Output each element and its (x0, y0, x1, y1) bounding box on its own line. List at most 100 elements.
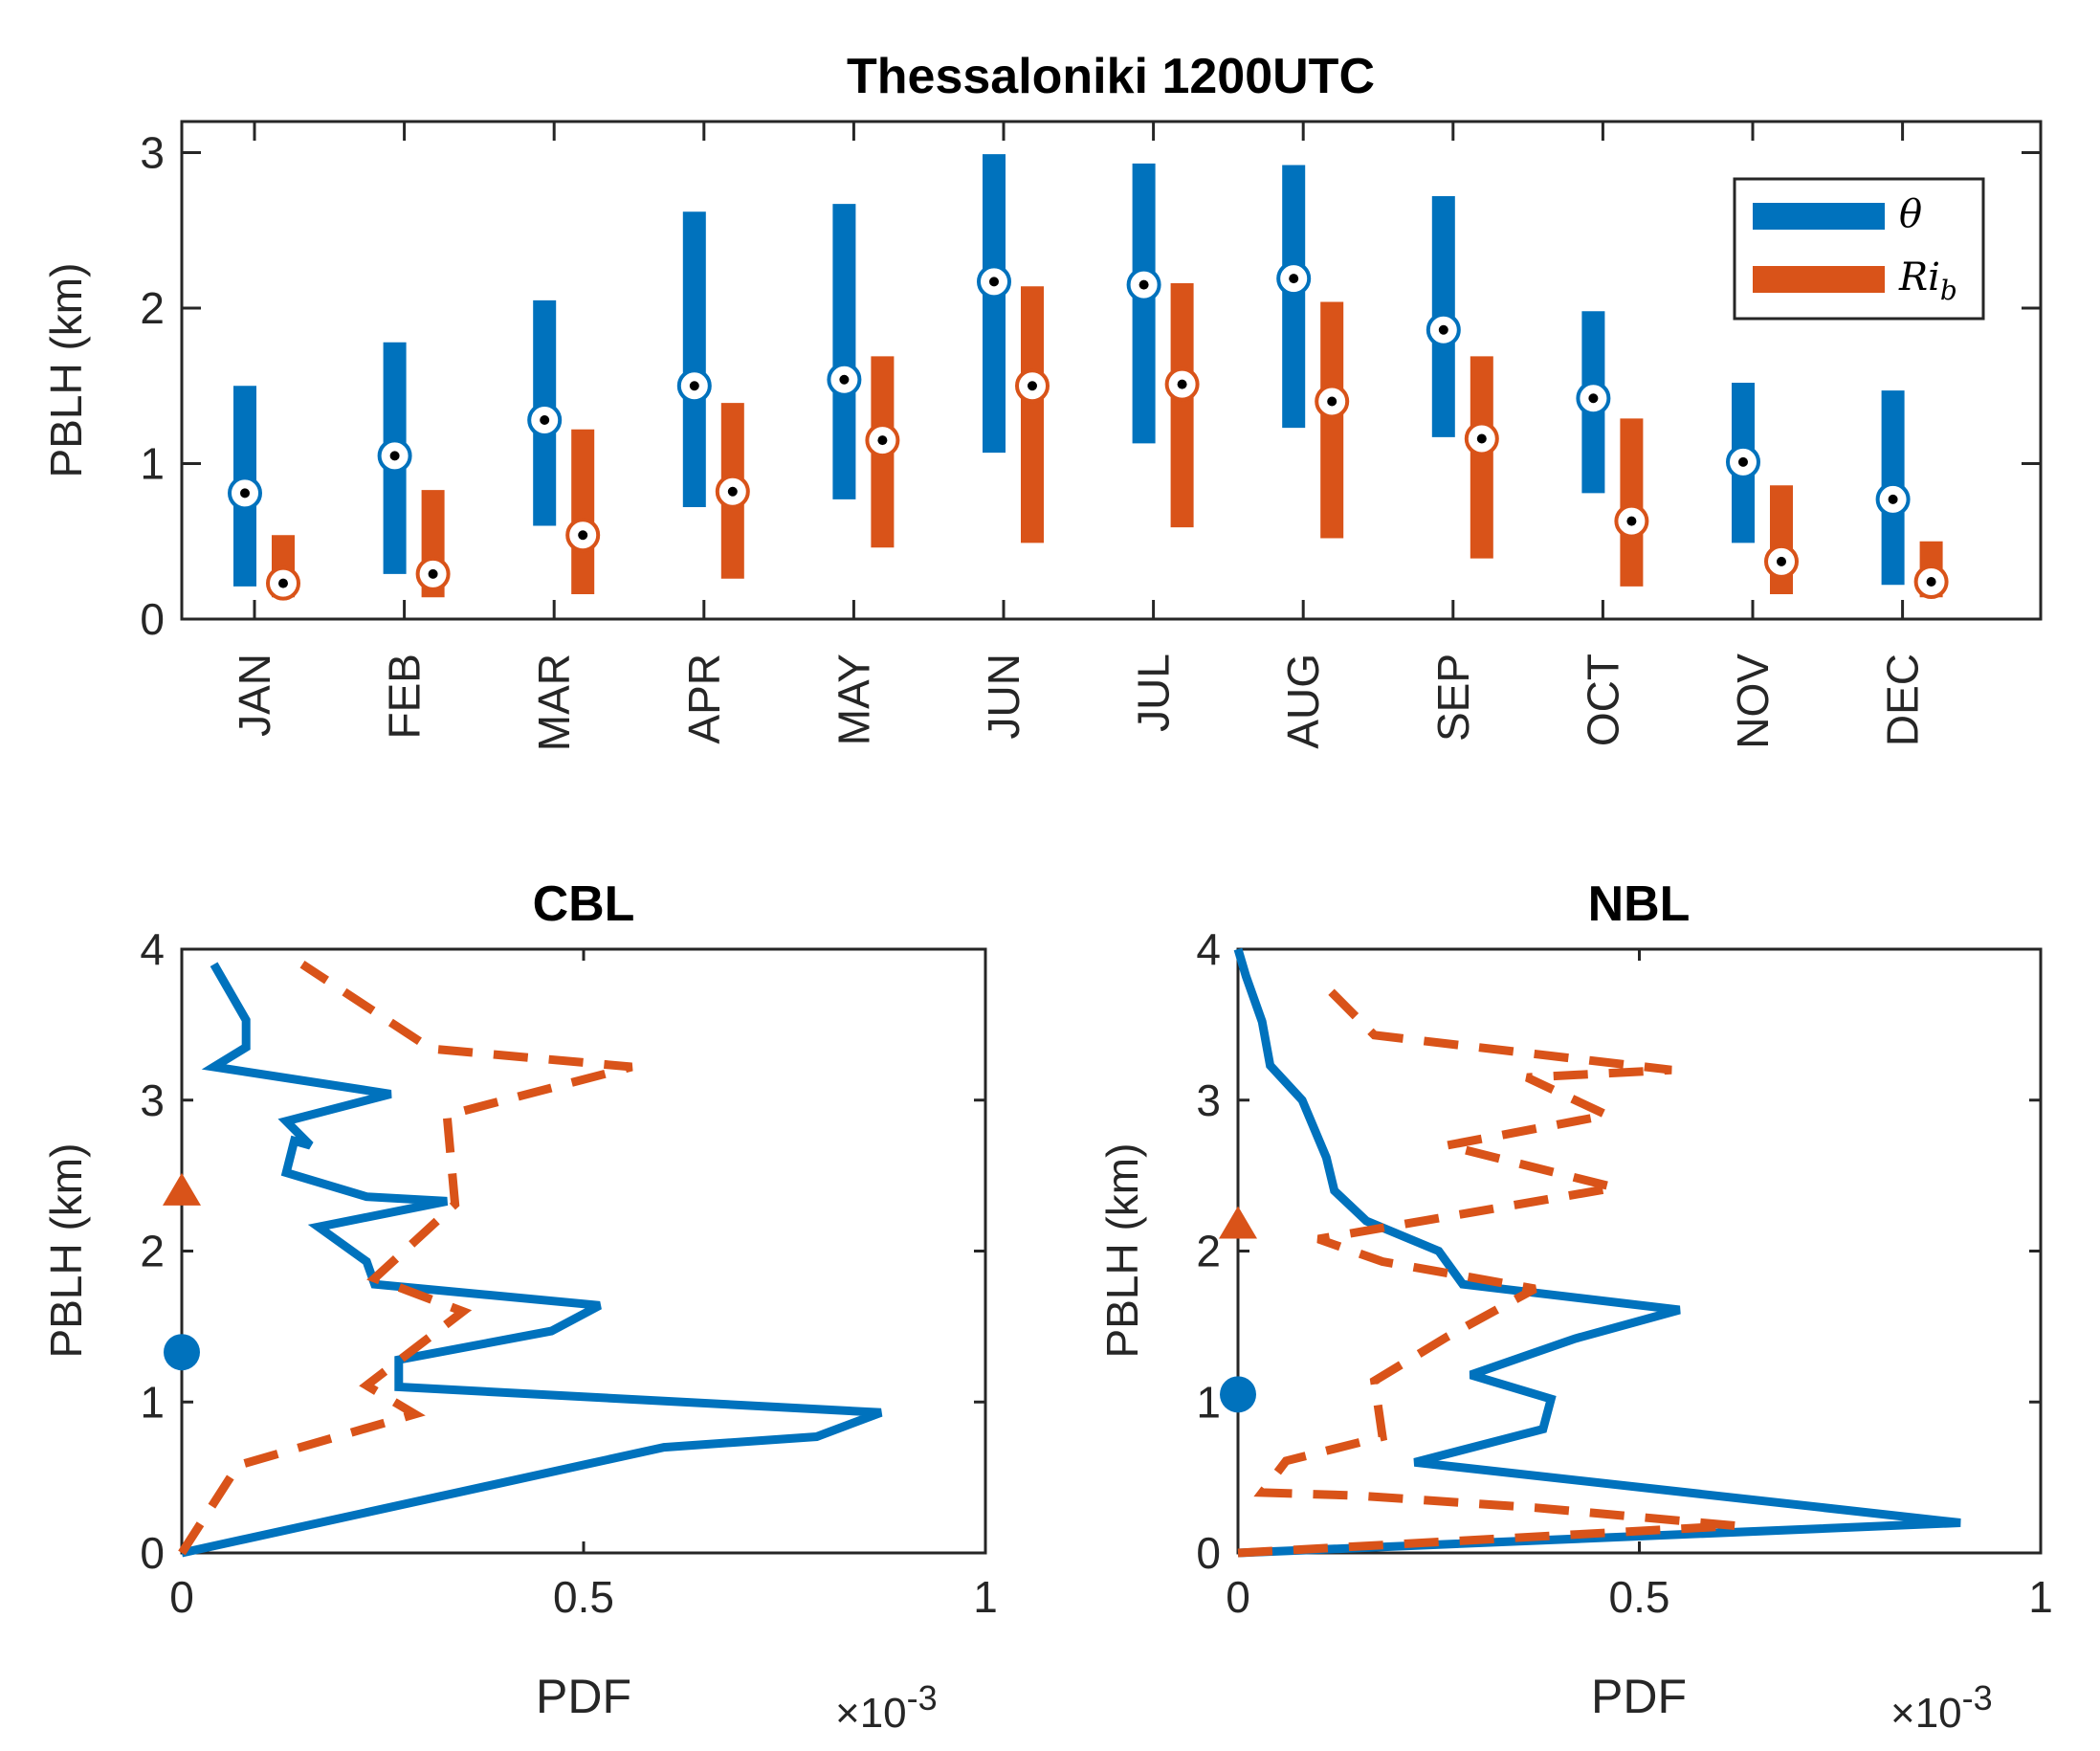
median-dot-rib-OCT (1626, 516, 1637, 526)
median-dot-theta-MAY (839, 374, 850, 385)
median-dot-rib-APR (727, 486, 738, 497)
nbl-x-tick-label: 1 (2028, 1572, 2053, 1622)
nbl-pdf-chart: NBL PBLH (km) PDF ×10-3 0 1 2 3 4 0 0.5 1 (1097, 876, 2053, 1737)
top-y-ticks: 0 1 2 3 (140, 128, 2041, 644)
median-dot-theta-OCT (1588, 393, 1599, 404)
nbl-y-tick-label: 3 (1196, 1075, 1221, 1125)
top-y-axis-label: PBLH (km) (41, 263, 91, 478)
top-legend: θ Rib (1733, 177, 1985, 321)
top-x-tick-label: NOV (1728, 654, 1778, 749)
nbl-x-tick-label: 0.5 (1609, 1572, 1670, 1622)
range-bar-theta-APR (682, 211, 706, 507)
top-y-tick-label: 3 (140, 128, 165, 178)
nbl-series-theta (1233, 947, 1961, 1558)
cbl-multiplier-exp: -3 (907, 1678, 938, 1718)
cbl-y-tick-label: 3 (140, 1075, 165, 1125)
cbl-y-tick-label: 0 (140, 1528, 165, 1578)
top-y-tick-label: 1 (140, 439, 165, 489)
range-bar-rib-JUN (1021, 286, 1044, 543)
legend-theta-label: θ (1899, 192, 1922, 236)
top-x-tick-label: SEP (1428, 654, 1478, 742)
legend-rib-sub: b (1940, 275, 1957, 306)
top-x-tick-label: JAN (230, 654, 279, 737)
cbl-x-tick-label: 0 (169, 1572, 194, 1622)
cbl-multiplier-base: ×10 (835, 1690, 907, 1737)
top-x-tick-label: MAY (829, 654, 878, 745)
cbl-y-tick-label: 2 (140, 1227, 165, 1276)
nbl-y-tick-label: 2 (1196, 1227, 1221, 1276)
top-x-tick-label: OCT (1578, 654, 1627, 746)
median-dot-rib-JUL (1177, 379, 1187, 389)
cbl-series-rib (178, 961, 633, 1556)
cbl-x-tick-label: 1 (973, 1572, 998, 1622)
top-y-tick-label: 0 (140, 594, 165, 644)
nbl-y-tick-label: 4 (1196, 924, 1221, 974)
nbl-series-rib (1237, 984, 1736, 1558)
top-x-tick-label: JUN (979, 654, 1028, 739)
median-dot-rib-NOV (1777, 556, 1786, 566)
cbl-y-tick-label: 4 (140, 924, 165, 974)
median-dot-theta-JUN (989, 277, 999, 287)
median-dot-rib-DEC (1926, 577, 1936, 587)
cbl-y-tick-label: 1 (140, 1377, 165, 1427)
range-bar-rib-JUL (1170, 283, 1194, 528)
nbl-x-multiplier: ×10-3 (1890, 1678, 1993, 1737)
top-range-bars (228, 154, 1949, 601)
cbl-lines (163, 961, 883, 1558)
median-dot-theta-SEP (1438, 324, 1448, 335)
top-x-ticks: JAN FEB MAR APR MAY JUN JUL AUG SEP OCT NOV DEC (230, 122, 1928, 751)
legend-rib-label: Rib (1898, 255, 1957, 306)
nbl-x-axis-label: PDF (1591, 1670, 1687, 1723)
nbl-multiplier-base: ×10 (1890, 1690, 1962, 1737)
legend-rib-main: Ri (1898, 255, 1940, 299)
cbl-marker-theta-median (164, 1334, 200, 1371)
nbl-x-tick-label: 0 (1226, 1572, 1250, 1622)
median-dot-theta-AUG (1289, 274, 1299, 284)
range-bar-rib-OCT (1620, 418, 1644, 587)
cbl-ticks: 0 1 2 3 4 0 0.5 1 (140, 924, 997, 1622)
median-dot-rib-SEP (1476, 433, 1487, 444)
top-x-tick-label: FEB (380, 654, 430, 739)
median-dot-theta-DEC (1888, 494, 1898, 504)
top-y-tick-label: 2 (140, 283, 165, 333)
median-dot-rib-JAN (278, 578, 288, 588)
top-axes-box (180, 120, 2043, 621)
nbl-chart-title: NBL (1588, 876, 1691, 932)
cbl-pdf-chart: CBL PBLH (km) PDF ×10-3 0 1 2 3 4 0 0.5 1 (41, 876, 998, 1737)
median-dot-rib-MAR (578, 530, 588, 541)
range-bar-rib-SEP (1470, 356, 1493, 559)
range-bar-rib-AUG (1320, 301, 1344, 539)
top-x-tick-label: AUG (1278, 654, 1328, 749)
nbl-marker-theta-median (1220, 1376, 1256, 1413)
range-bar-theta-JUL (1132, 163, 1156, 444)
top-x-tick-label: MAR (529, 654, 579, 751)
median-dot-theta-APR (689, 381, 699, 391)
nbl-ticks: 0 1 2 3 4 0 0.5 1 (1196, 924, 2052, 1622)
cbl-chart-title: CBL (533, 876, 635, 932)
nbl-multiplier-exp: -3 (1962, 1678, 1993, 1718)
nbl-y-tick-label: 0 (1196, 1528, 1221, 1578)
nbl-axes-box (1236, 947, 2043, 1555)
median-dot-theta-MAR (540, 415, 550, 425)
cbl-x-multiplier: ×10-3 (835, 1678, 938, 1737)
range-bar-theta-AUG (1282, 165, 1306, 429)
range-bar-theta-JUN (983, 154, 1006, 454)
nbl-marker-rib-median (1219, 1206, 1257, 1239)
median-dot-theta-JAN (240, 488, 250, 499)
top-x-tick-label: DEC (1878, 654, 1928, 746)
top-chart-title: Thessaloniki 1200UTC (847, 49, 1375, 104)
median-dot-theta-NOV (1738, 456, 1748, 467)
cbl-x-tick-label: 0.5 (553, 1572, 614, 1622)
median-dot-rib-JUN (1028, 381, 1037, 391)
median-dot-rib-FEB (428, 568, 438, 579)
cbl-series-theta (181, 962, 883, 1558)
cbl-axes-box (180, 947, 987, 1555)
legend-box (1733, 177, 1985, 321)
median-dot-theta-FEB (389, 451, 400, 461)
median-dot-theta-JUL (1138, 279, 1149, 290)
nbl-y-axis-label: PBLH (km) (1097, 1143, 1147, 1359)
cbl-x-axis-label: PDF (536, 1670, 631, 1723)
top-x-tick-label: JUL (1129, 654, 1179, 732)
cbl-y-axis-label: PBLH (km) (41, 1143, 91, 1359)
median-dot-rib-MAY (877, 435, 888, 446)
